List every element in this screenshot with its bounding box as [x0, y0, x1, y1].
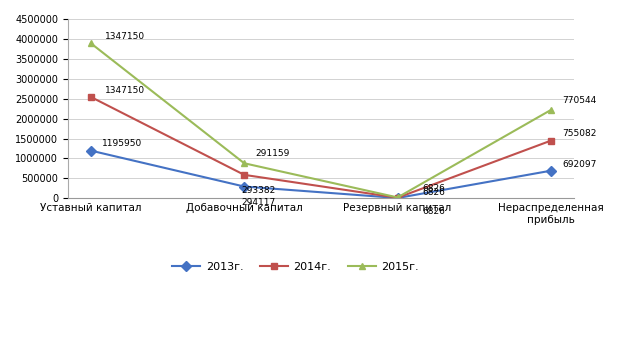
Legend: 2013г., 2014г., 2015г.: 2013г., 2014г., 2015г. — [168, 258, 423, 276]
Text: 6826: 6826 — [423, 184, 445, 193]
Line: 2013г.: 2013г. — [87, 147, 554, 201]
Text: 1347150: 1347150 — [105, 32, 145, 41]
2013г. — [394, 196, 401, 200]
Text: 692097: 692097 — [562, 159, 596, 168]
Text: 291159: 291159 — [255, 149, 290, 158]
Text: 293382: 293382 — [241, 186, 276, 195]
2013г. — [547, 169, 555, 173]
2014г. — [87, 95, 95, 99]
Line: 2014г.: 2014г. — [87, 93, 554, 201]
Text: 294117: 294117 — [241, 198, 276, 207]
2014г. — [241, 173, 248, 177]
Text: 1195950: 1195950 — [102, 139, 142, 148]
Line: 2015г.: 2015г. — [87, 40, 554, 201]
2015г. — [241, 161, 248, 165]
Text: 1347150: 1347150 — [105, 86, 145, 95]
Text: 770544: 770544 — [562, 96, 596, 105]
2015г. — [394, 195, 401, 199]
2013г. — [241, 185, 248, 189]
2014г. — [394, 196, 401, 200]
2015г. — [87, 41, 95, 45]
2014г. — [547, 139, 555, 143]
Text: 6826: 6826 — [423, 188, 445, 197]
Text: 6826: 6826 — [423, 207, 445, 216]
Text: 755082: 755082 — [562, 129, 596, 138]
2013г. — [87, 149, 95, 153]
2015г. — [547, 108, 555, 112]
